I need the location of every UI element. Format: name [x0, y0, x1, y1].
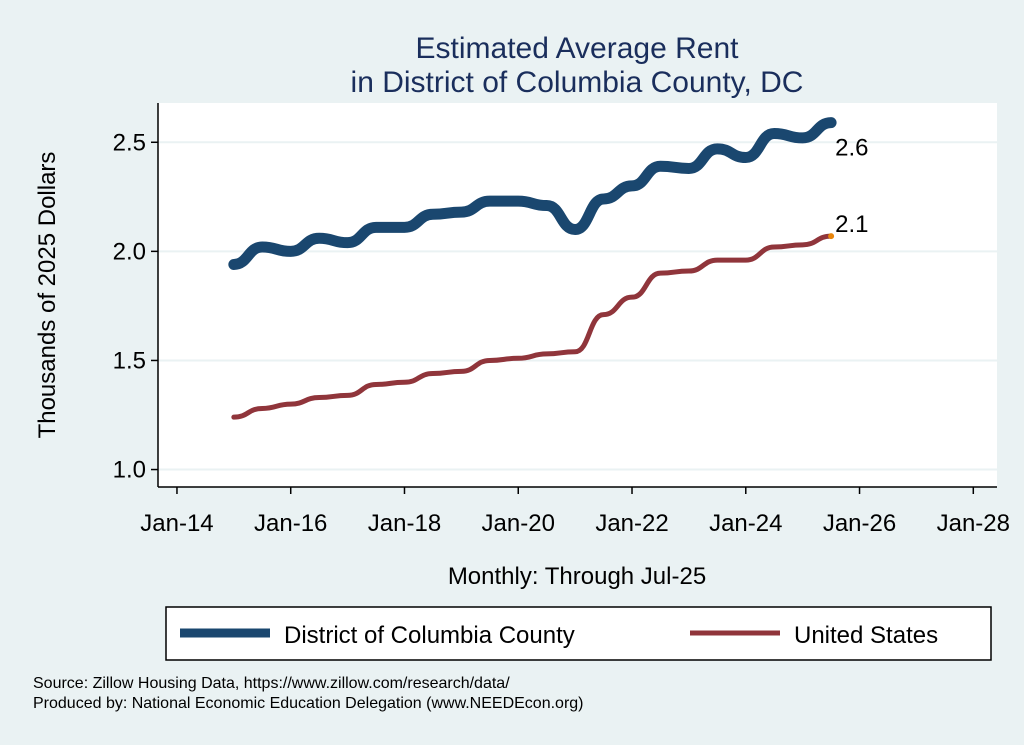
x-tick-label: Jan-16	[254, 510, 327, 537]
produced-by-note: Produced by: National Economic Education…	[33, 695, 584, 712]
x-tick-label: Jan-26	[823, 510, 896, 537]
end-marker	[828, 233, 835, 240]
x-tick-label: Jan-20	[482, 510, 555, 537]
source-note: Source: Zillow Housing Data, https://www…	[33, 675, 510, 692]
series-line-us	[231, 233, 834, 420]
x-tick-label: Jan-18	[368, 510, 441, 537]
chart-title-line1: Estimated Average Rent	[416, 32, 740, 65]
x-tick-label: Jan-24	[709, 510, 782, 537]
y-axis-label: Thousands of 2025 Dollars	[34, 152, 61, 439]
legend-label-us: United States	[794, 622, 938, 649]
end-value-label: 2.6	[835, 135, 868, 162]
end-value-label: 2.1	[835, 211, 868, 238]
x-axis-label: Monthly: Through Jul-25	[448, 563, 706, 590]
y-tick-label: 2.5	[113, 129, 146, 156]
x-tick-label: Jan-22	[595, 510, 668, 537]
x-tick-label: Jan-14	[140, 510, 213, 537]
y-tick-label: 1.5	[113, 347, 146, 374]
chart-title-line2: in District of Columbia County, DC	[351, 66, 804, 99]
series-line-dc	[228, 117, 837, 270]
y-tick-label: 2.0	[113, 238, 146, 265]
legend-label-dc: District of Columbia County	[284, 622, 575, 649]
y-tick-label: 1.0	[113, 457, 146, 484]
legend: District of Columbia County United State…	[165, 606, 992, 661]
x-tick-label: Jan-28	[937, 510, 1010, 537]
plot-area	[158, 103, 997, 487]
